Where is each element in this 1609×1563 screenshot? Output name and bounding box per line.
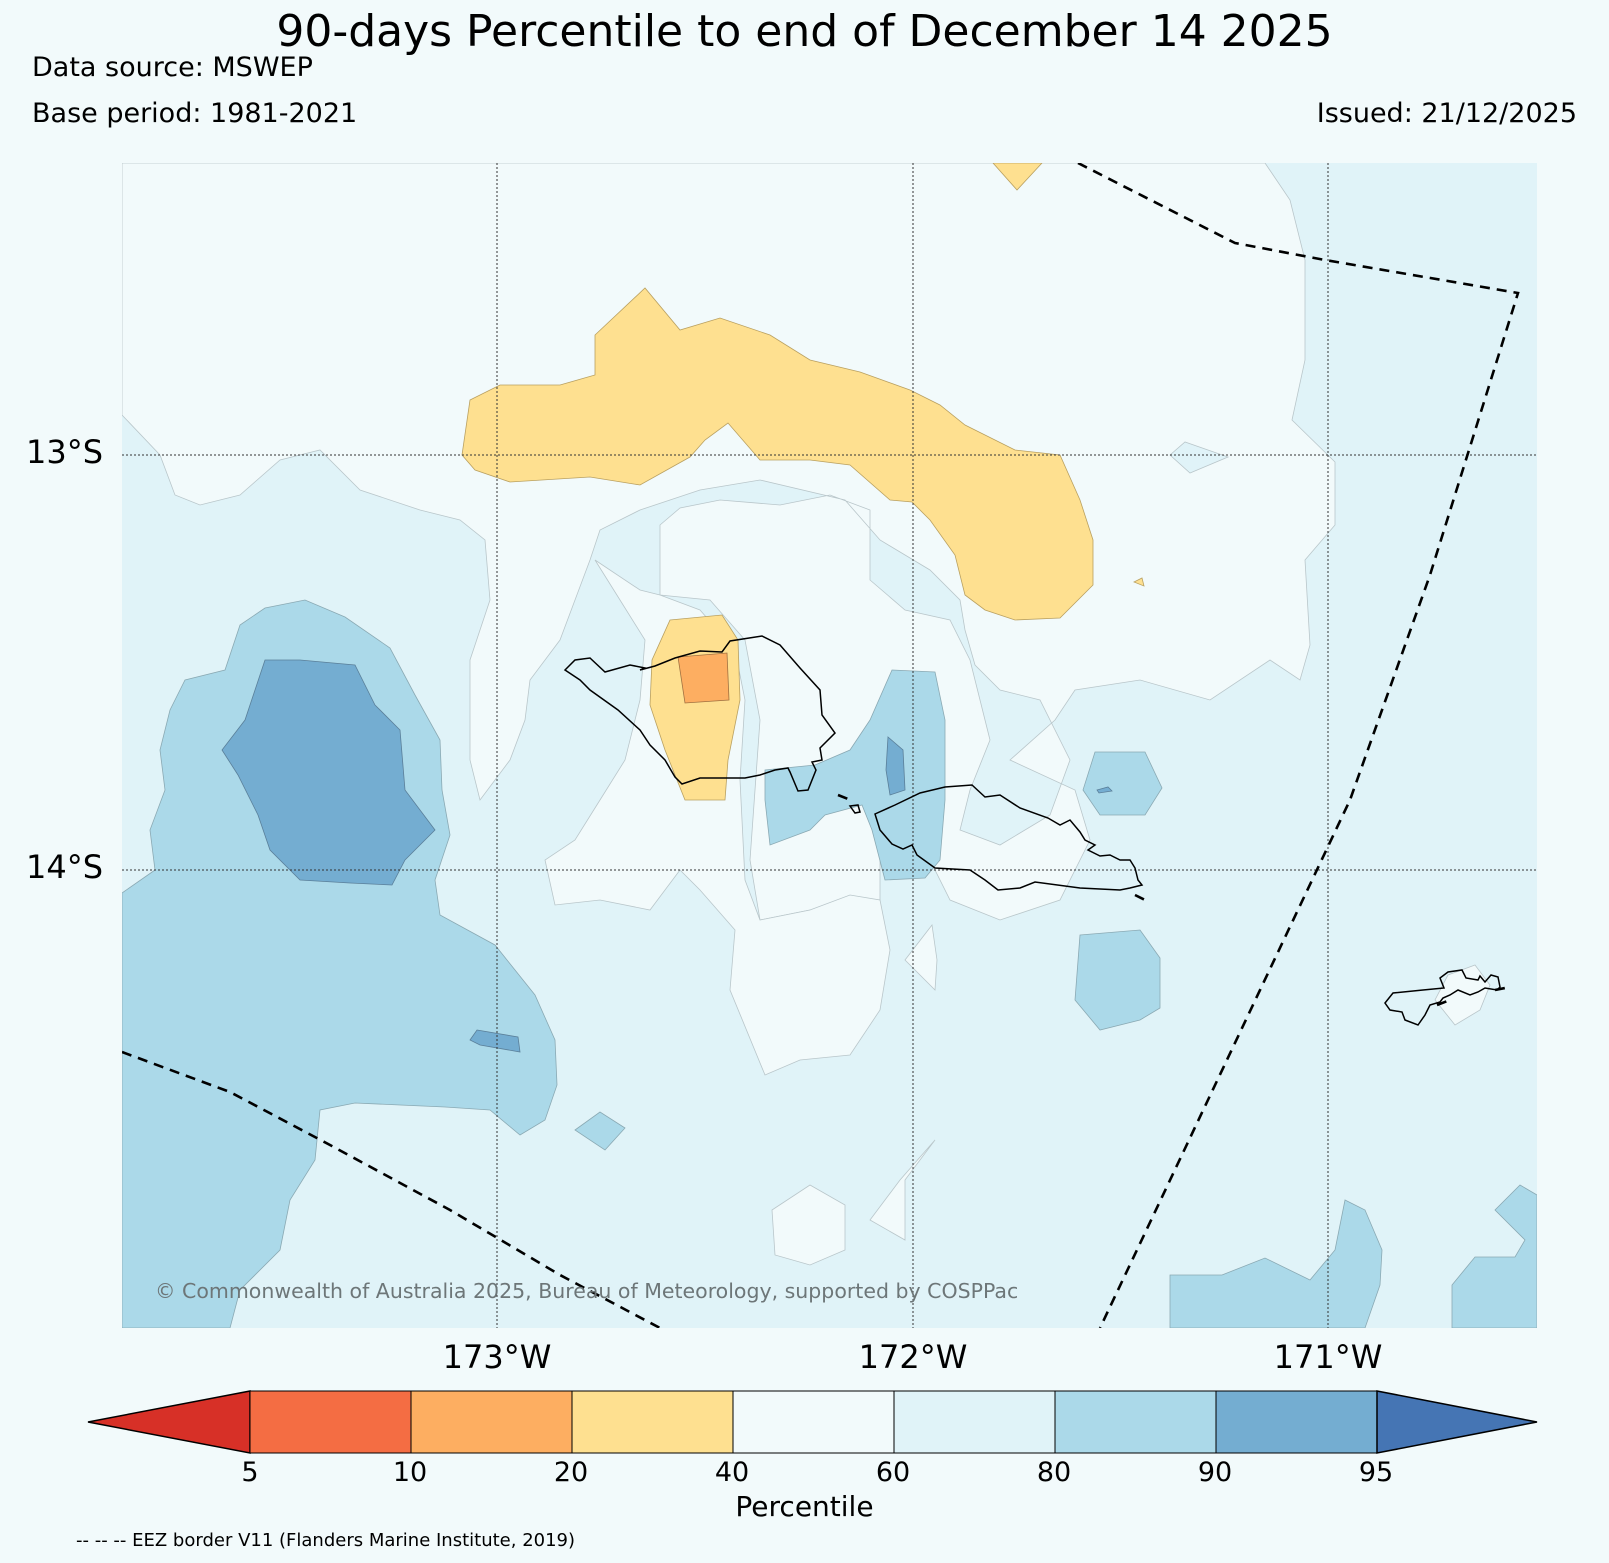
colorbar-extend-low (87, 1390, 251, 1454)
band-80-90-sw-islet (574, 1111, 626, 1151)
colorbar-segment (1054, 1390, 1217, 1454)
colorbar-tick-label: 80 (1036, 1457, 1072, 1488)
colorbar-tick-label: 90 (1197, 1457, 1233, 1488)
band-20-40-speck (1133, 577, 1145, 587)
band-40-60-north (122, 163, 1336, 921)
band-20-40-north (461, 287, 1094, 621)
band-40-60-islet (904, 924, 938, 991)
band-20-40-top (992, 163, 1043, 191)
band-80-90-west (122, 599, 558, 1328)
lat-label-14s: 14°S (26, 848, 104, 886)
copyright-notice: © Commonwealth of Australia 2025, Bureau… (155, 1279, 1018, 1303)
band-90-95-west (221, 659, 436, 886)
colorbar-segment (1215, 1390, 1378, 1454)
colorbar-tick-label: 60 (875, 1457, 911, 1488)
band-10-20 (677, 652, 730, 704)
band-80-90-se2 (1451, 1184, 1537, 1328)
map-title: 90-days Percentile to end of December 14… (276, 6, 1333, 57)
lat-label-13s: 13°S (26, 433, 104, 471)
colorbar-tick-label: 95 (1358, 1457, 1394, 1488)
colorbar-tick-label: 5 (241, 1457, 259, 1488)
percentile-field: © Commonwealth of Australia 2025, Bureau… (122, 163, 1537, 1328)
upolu-island-outline (874, 784, 1144, 891)
colorbar-segment (893, 1390, 1056, 1454)
colorbar-segment (732, 1390, 895, 1454)
band-80-90-east2 (1074, 929, 1161, 1031)
band-90-95-central (885, 736, 906, 796)
colorbar-tick-label: 20 (553, 1457, 589, 1488)
colorbar-segment (410, 1390, 573, 1454)
eez-border (122, 163, 1520, 1328)
colorbar (87, 1390, 1538, 1454)
manono-outline (848, 804, 861, 814)
band-80-90-se1 (1169, 1199, 1383, 1328)
colorbar-tick-label: 10 (392, 1457, 428, 1488)
lon-label-172w: 172°W (858, 1338, 968, 1376)
colorbar-segment (571, 1390, 734, 1454)
lon-label-171w: 171°W (1273, 1338, 1383, 1376)
colorbar-tick-label: 40 (714, 1457, 750, 1488)
band-90-95-speck (1096, 786, 1113, 794)
band-40-60-south (771, 1184, 846, 1266)
band-40-60-east (869, 1139, 936, 1241)
colorbar-title: Percentile (735, 1490, 874, 1523)
issued-date-label: Issued: 21/12/2025 (1316, 98, 1577, 129)
savaii-island-outline (563, 635, 836, 792)
band-80-90-east1 (1082, 751, 1163, 816)
band-80-90-ne (1169, 441, 1230, 474)
base-period-label: Base period: 1981-2021 (32, 98, 358, 129)
colorbar-segment (249, 1390, 412, 1454)
colorbar-extend-high (1376, 1390, 1538, 1454)
band-40-60-center (544, 559, 891, 1076)
lon-label-173w: 173°W (442, 1338, 552, 1376)
eez-footnote: -- -- -- EEZ border V11 (Flanders Marine… (76, 1530, 576, 1551)
data-source-label: Data source: MSWEP (32, 52, 313, 83)
band-90-95-small (469, 1029, 521, 1053)
